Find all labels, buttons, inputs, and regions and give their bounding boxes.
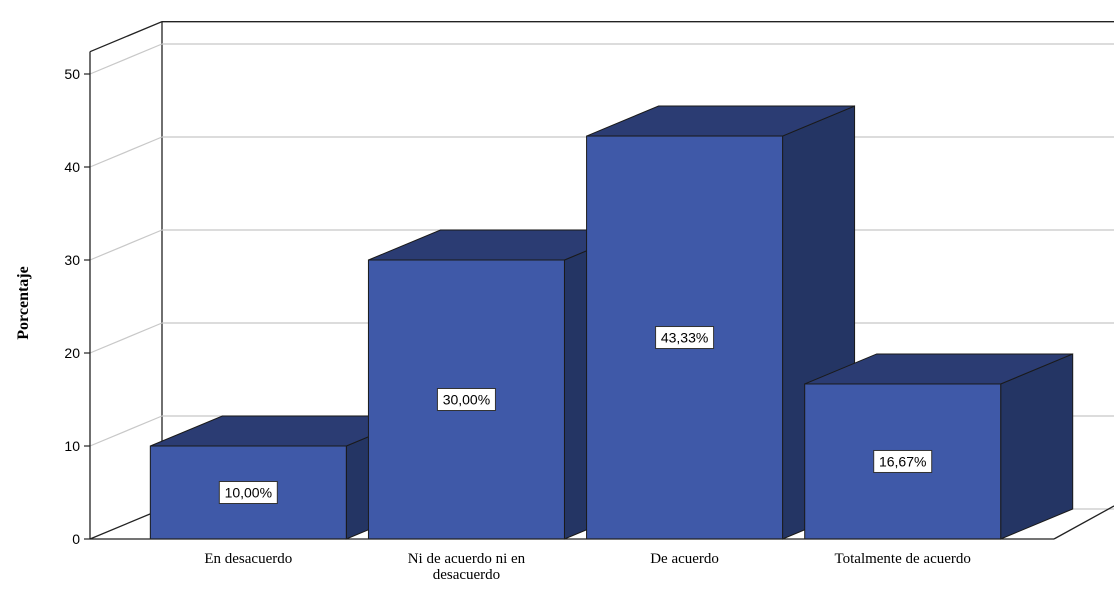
data-label: 10,00% [218, 481, 278, 504]
bar-side-face [1000, 353, 1074, 540]
data-label-box [655, 326, 715, 350]
x-tick-label: Ni de acuerdo ni en [408, 551, 526, 567]
data-label: 43,33% [655, 326, 715, 350]
axes [89, 51, 1054, 540]
data-label: 30,00% [436, 388, 496, 411]
y-tick-label: 30 [64, 252, 80, 268]
bar [804, 353, 1074, 540]
data-label: 16,67% [873, 449, 933, 473]
x-tick-label: En desacuerdo [204, 551, 292, 567]
gridline-left-wall [89, 415, 163, 447]
data-label-box [218, 481, 278, 504]
data-label-box [436, 388, 496, 411]
y-tick-label: 50 [64, 66, 80, 82]
gridline-left-wall [89, 136, 163, 168]
data-label-text: 16,67% [879, 453, 926, 469]
y-tick-label: 40 [64, 159, 80, 175]
data-label-text: 43,33% [661, 330, 708, 346]
data-label-box [873, 449, 933, 473]
y-axis-label: Porcentaje [15, 266, 32, 339]
y-tick-label: 10 [64, 438, 80, 454]
chart-frame [89, 21, 1114, 509]
y-tick-label: 20 [64, 345, 80, 361]
gridline-left-wall [89, 43, 163, 75]
back-wall-top-edge [89, 21, 1114, 53]
data-labels: 10,00% 30,00% 43,33% 16,67% [218, 326, 933, 504]
x-tick-label: Totalmente de acuerdo [835, 551, 971, 567]
y-tick-label: 0 [72, 531, 80, 547]
gridline-left-wall [89, 229, 163, 261]
data-label-text: 10,00% [225, 485, 272, 501]
floor-right-edge [1053, 505, 1114, 540]
gridline-left-wall [89, 322, 163, 354]
x-tick-label: desacuerdo [433, 567, 500, 583]
data-label-text: 30,00% [443, 392, 490, 408]
x-tick-label: De acuerdo [650, 551, 719, 567]
